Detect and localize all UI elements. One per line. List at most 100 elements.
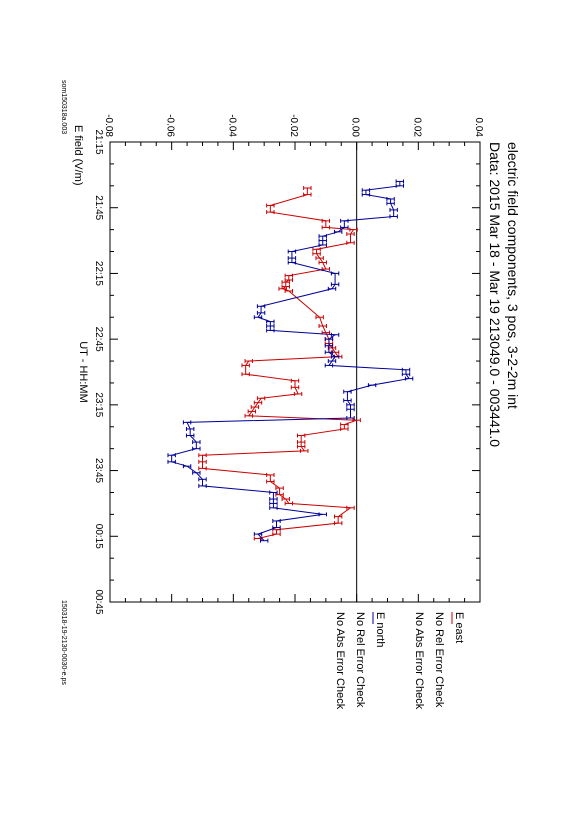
data-point [349, 227, 358, 232]
series-north [167, 179, 414, 543]
data-point [296, 433, 306, 438]
x-tick-label: 22:15 [93, 261, 104, 286]
data-point [192, 440, 201, 445]
data-point [330, 354, 340, 359]
data-point [404, 376, 414, 381]
data-point [324, 343, 334, 348]
y-tick-label: -0.04 [226, 114, 237, 137]
data-point [269, 501, 278, 506]
data-point [315, 256, 324, 261]
data-point [327, 345, 337, 350]
data-point [241, 372, 250, 377]
source-file-note: som150318a.003 [60, 80, 67, 134]
data-point [321, 225, 331, 230]
legend-note-east-abs: No Abs Error Check [413, 612, 425, 710]
data-point [185, 426, 195, 431]
axis-ticks [109, 141, 481, 603]
output-file-note: 150318-19-2130-0030-e.ps [60, 600, 67, 685]
data-point [272, 532, 281, 537]
y-tick-label: -0.08 [103, 114, 114, 137]
data-point [259, 538, 269, 543]
data-point [266, 324, 275, 328]
data-point [333, 229, 343, 234]
data-point [253, 315, 263, 320]
data-point [352, 418, 361, 423]
data-point [266, 479, 275, 484]
data-point [367, 383, 377, 388]
data-point [293, 391, 303, 396]
data-point [269, 497, 278, 502]
x-tick-label: 23:45 [93, 458, 104, 483]
data-point [300, 448, 309, 453]
y-tick-labels: -0.08 -0.06 -0.04 -0.02 0.00 0.02 0.04 [103, 114, 484, 137]
data-point [269, 505, 278, 510]
data-point [250, 405, 260, 410]
data-point [312, 247, 321, 252]
data-point [324, 337, 334, 342]
data-point [324, 350, 334, 355]
data-point [290, 378, 300, 383]
data-point [266, 319, 275, 324]
data-point [287, 249, 297, 254]
data-point [287, 260, 297, 265]
legend-note-east-rel: No Rel Error Check [433, 612, 445, 708]
chart-subtitle: Data: 2015 Mar 18 - Mar 19 213049.0 - 00… [487, 142, 503, 447]
data-point [290, 385, 300, 390]
data-point [346, 232, 355, 236]
data-point [198, 459, 207, 464]
data-point [333, 521, 343, 526]
x-axis-label: UT - HH:MM [77, 341, 89, 403]
data-point [167, 459, 176, 464]
data-point [284, 278, 294, 282]
data-point [389, 207, 398, 212]
data-point [330, 332, 340, 337]
y-tick-label: -0.02 [288, 114, 299, 137]
data-point [275, 492, 284, 497]
data-point [361, 188, 371, 193]
data-point [303, 192, 312, 197]
data-point [266, 203, 275, 208]
series-east [198, 186, 361, 541]
data-point [281, 280, 290, 285]
data-point [256, 304, 266, 309]
legend-note-north-rel: No Rel Error Check [354, 612, 366, 708]
x-tick-label: 00:45 [93, 589, 104, 614]
data-point [401, 372, 411, 377]
data-point [256, 396, 266, 401]
data-point [321, 218, 331, 223]
x-tick-label: 21:15 [93, 129, 104, 154]
data-point [296, 444, 306, 449]
data-point [269, 490, 278, 495]
data-point [333, 514, 343, 519]
data-point [296, 440, 306, 445]
series-line [202, 188, 357, 539]
legend-note-north-abs: No Abs Error Check [334, 612, 346, 710]
data-point [346, 402, 355, 407]
x-tick-label: 21:45 [93, 195, 104, 220]
data-point [244, 413, 253, 418]
data-point [284, 501, 294, 506]
data-point [340, 218, 349, 223]
data-point [303, 186, 312, 190]
data-point [401, 367, 411, 372]
data-point [346, 416, 355, 420]
data-point [318, 234, 327, 239]
data-point [253, 400, 263, 405]
data-point [198, 477, 207, 482]
data-point [266, 210, 275, 215]
y-tick-label: 0.04 [473, 118, 484, 138]
chart-title: electric field components, 3 pos, 3-2-2m… [505, 142, 521, 409]
data-point [247, 409, 257, 414]
data-point [272, 525, 281, 530]
data-point [198, 483, 207, 488]
data-point [395, 183, 405, 188]
data-point [192, 446, 201, 451]
legend: E east No Rel Error Check No Abs Error C… [334, 612, 465, 710]
data-point [278, 286, 287, 291]
data-point [318, 260, 327, 265]
x-tick-label: 23:15 [93, 392, 104, 417]
data-point [256, 310, 266, 315]
series-line [171, 181, 410, 542]
data-point [318, 238, 327, 243]
